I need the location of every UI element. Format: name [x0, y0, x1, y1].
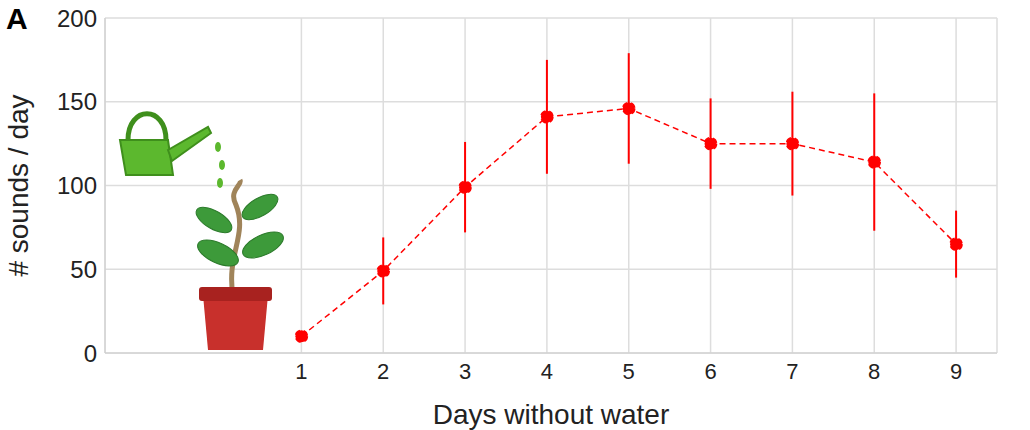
svg-text:5: 5	[623, 359, 635, 384]
svg-text:# sounds / day: # sounds / day	[8, 94, 34, 276]
svg-text:50: 50	[70, 256, 97, 283]
svg-text:Days without water: Days without water	[433, 399, 670, 430]
svg-text:0: 0	[84, 340, 97, 367]
svg-text:150: 150	[57, 88, 97, 115]
svg-text:8: 8	[868, 359, 880, 384]
svg-text:2: 2	[377, 359, 389, 384]
svg-text:6: 6	[704, 359, 716, 384]
svg-text:7: 7	[786, 359, 798, 384]
svg-text:4: 4	[541, 359, 553, 384]
html-text:A: A	[6, 2, 28, 35]
svg-text:9: 9	[950, 359, 962, 384]
svg-text:200: 200	[57, 5, 97, 32]
svg-text:3: 3	[459, 359, 471, 384]
svg-text:100: 100	[57, 172, 97, 199]
svg-text:1: 1	[295, 359, 307, 384]
